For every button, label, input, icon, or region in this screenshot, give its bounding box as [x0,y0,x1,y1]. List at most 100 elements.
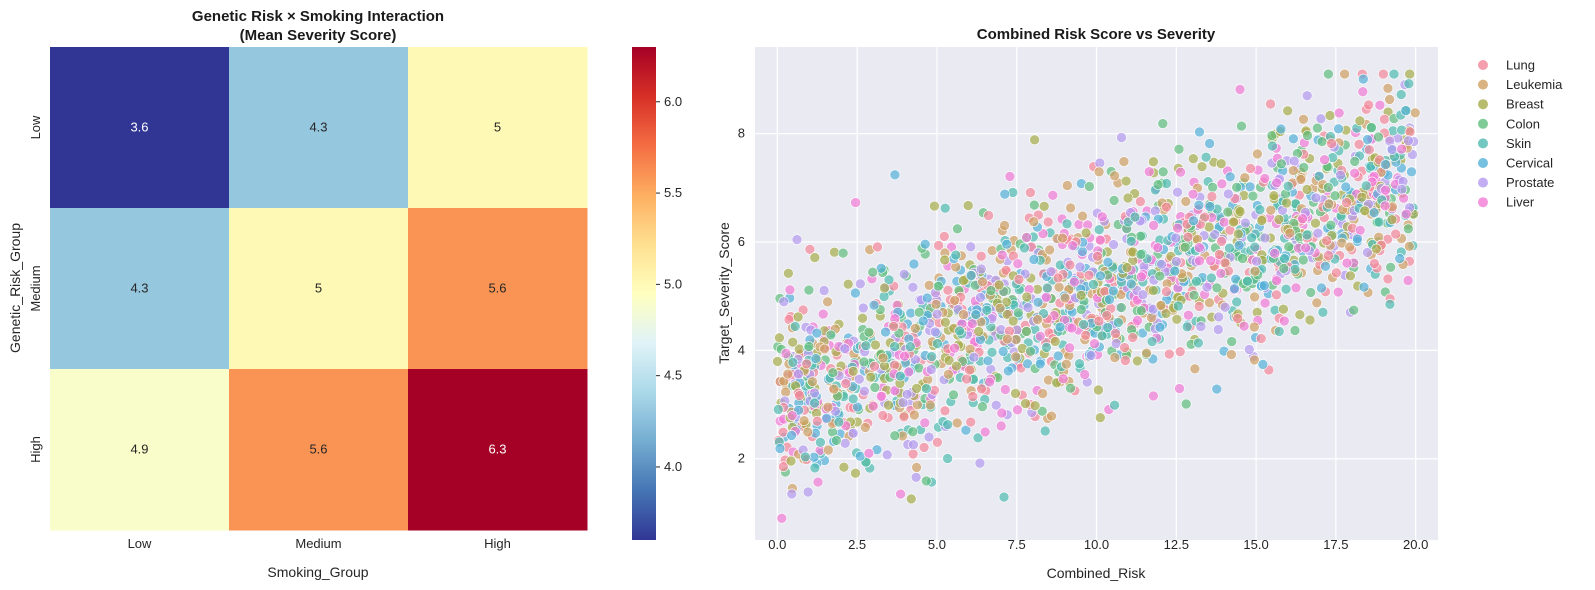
scatter-point [924,399,936,411]
scatter-point [1010,351,1022,363]
scatter-point [1349,156,1360,167]
heatmap-cell [408,208,588,370]
scatter-point [842,278,854,290]
scatter-point [1363,99,1374,111]
scatter-legend: Lung Leukemia Breast Colon Skin Cervical Prost… [1478,58,1563,210]
scatter-point [951,360,962,372]
scatter-point [1302,130,1313,141]
scatter-point [1319,154,1330,165]
scatter-point [1403,78,1415,89]
scatter-point [1252,148,1263,160]
heatmap-title-line2: (Mean Severity Score) [240,27,397,44]
scatter-point [1041,342,1052,353]
scatter-point [1315,113,1327,124]
scatter-point [1204,201,1216,212]
scatter-point [968,351,980,363]
scatter-point [850,287,861,299]
scatter-point [1206,272,1217,284]
scatter-point [1180,196,1192,207]
scatter-point [1259,232,1271,244]
scatter-point [1247,190,1259,202]
scatter-point [1404,126,1416,138]
scatter-point [852,401,863,413]
scatter-point [990,399,1002,411]
scatter-point [850,467,861,479]
scatter-point [1148,390,1159,402]
scatter-point [1046,410,1057,422]
scatter-point [1109,170,1120,182]
scatter-point [883,274,895,286]
scatter-point [1161,286,1172,298]
scatter-point [853,373,865,385]
scatter-point [1154,270,1166,282]
heatmap-cell-annotation: 5.6 [488,281,506,296]
scatter-point [1233,228,1244,240]
legend-marker [1478,197,1488,208]
scatter-point [1083,269,1095,281]
scatter-point [807,376,818,388]
scatter-point [1193,301,1205,312]
scatter-x-tick-label: 20.0 [1403,537,1428,552]
scatter-point [1312,122,1323,134]
scatter-point [780,348,792,359]
scatter-point [1097,211,1108,223]
scatter-point [1173,143,1185,155]
scatter-point [859,422,871,433]
scatter-point [981,304,993,316]
scatter-point [1021,326,1032,337]
scatter-point [911,383,922,394]
scatter-point [909,409,920,421]
scatter-y-tick-label: 4 [738,342,745,357]
scatter-point [877,410,889,421]
scatter-point [1200,151,1212,163]
scatter-point [1183,309,1194,321]
scatter-point [1057,373,1069,385]
scatter-point [1121,262,1133,273]
scatter-point [839,343,851,355]
scatter-point [1193,337,1204,349]
scatter-point [1323,250,1334,261]
scatter-point [923,431,935,443]
scatter-point [1359,205,1370,217]
scatter-point [920,475,932,487]
scatter-point [1061,218,1073,230]
scatter-point [1216,178,1228,190]
scatter-point [1132,355,1143,367]
scatter-point [1148,156,1159,167]
heatmap-y-tick-label: High [28,436,43,463]
scatter-point [1300,242,1311,254]
scatter-point [1271,289,1282,301]
scatter-point [926,351,938,362]
scatter-point [1191,275,1202,287]
scatter-point [1057,232,1068,244]
heatmap-cell [408,369,588,531]
scatter-point [1000,264,1012,276]
scatter-point [1029,400,1041,412]
scatter-point [1002,333,1013,345]
scatter-point [1231,296,1242,308]
scatter-point [1093,166,1105,178]
scatter-point [1157,118,1169,129]
scatter-point [1135,196,1146,207]
scatter-point [1064,259,1076,271]
scatter-x-tick-label: 15.0 [1243,537,1268,552]
colorbar-tick-label: 4.5 [664,368,682,383]
scatter-point [1275,123,1287,135]
scatter-point [1206,191,1218,202]
scatter-point [1251,255,1262,267]
legend-marker [1478,118,1488,129]
scatter-point [1001,309,1013,320]
scatter-point [1194,255,1205,267]
scatter-point [1188,153,1199,164]
scatter-point [1382,273,1394,285]
scatter-point [1078,319,1089,330]
scatter-point [1135,230,1146,242]
scatter-point [863,326,875,338]
scatter-point [822,444,834,456]
scatter-point [877,352,889,364]
scatter-point [1075,289,1087,301]
scatter-point [1354,115,1366,127]
scatter-point [1120,355,1131,366]
scatter-point [1404,68,1415,80]
scatter-point [784,284,796,296]
